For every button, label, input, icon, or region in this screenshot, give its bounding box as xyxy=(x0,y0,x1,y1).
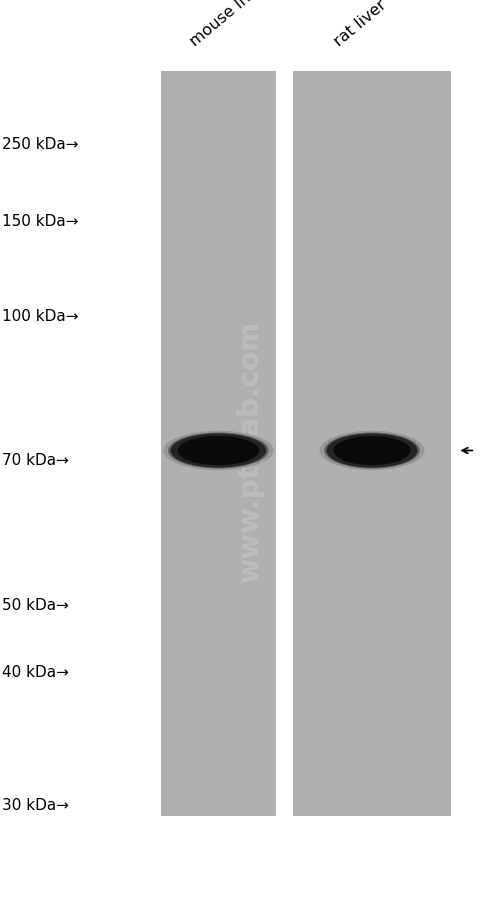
Ellipse shape xyxy=(170,434,266,468)
Text: 150 kDa→: 150 kDa→ xyxy=(2,214,79,228)
Text: mouse liver: mouse liver xyxy=(187,0,269,50)
Ellipse shape xyxy=(333,437,411,465)
Ellipse shape xyxy=(320,431,424,471)
Ellipse shape xyxy=(168,433,269,469)
Ellipse shape xyxy=(345,441,399,461)
Ellipse shape xyxy=(178,437,259,465)
Text: 40 kDa→: 40 kDa→ xyxy=(2,665,69,679)
Ellipse shape xyxy=(190,441,247,461)
Ellipse shape xyxy=(163,431,274,471)
Ellipse shape xyxy=(326,434,418,468)
Text: 250 kDa→: 250 kDa→ xyxy=(2,137,79,152)
Text: www.ptglab.com: www.ptglab.com xyxy=(236,320,264,582)
Text: 50 kDa→: 50 kDa→ xyxy=(2,597,69,612)
Text: 70 kDa→: 70 kDa→ xyxy=(2,453,69,467)
Bar xyxy=(293,72,451,816)
Text: rat liver: rat liver xyxy=(331,0,389,50)
Bar xyxy=(161,72,276,816)
Ellipse shape xyxy=(324,433,420,469)
Text: 30 kDa→: 30 kDa→ xyxy=(2,797,70,812)
Text: 100 kDa→: 100 kDa→ xyxy=(2,308,79,323)
